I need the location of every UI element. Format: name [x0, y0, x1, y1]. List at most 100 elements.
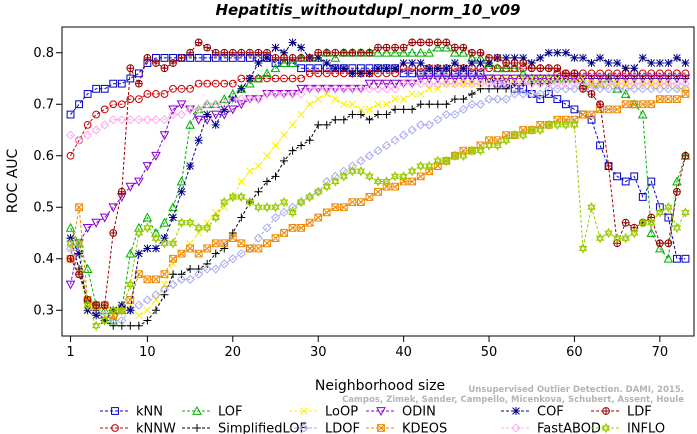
data-point-cof: [570, 53, 579, 62]
data-point-ldf: [314, 48, 323, 57]
data-point-loop: [493, 74, 502, 83]
data-point-ldf: [621, 218, 630, 227]
data-point-simplifiedlof: [442, 100, 451, 109]
data-point-loop: [527, 74, 536, 83]
data-point-lof: [219, 94, 230, 103]
data-point-inflo: [254, 202, 263, 213]
data-point-fastabod: [561, 79, 571, 89]
data-point-simplifiedlof: [143, 316, 152, 325]
data-point-odin: [193, 115, 204, 125]
data-point-loop: [408, 90, 416, 98]
data-point-simplifiedlof: [416, 100, 425, 109]
data-point-cof: [433, 64, 442, 73]
data-point-inflo: [339, 171, 349, 182]
x-tick-label: 60: [566, 345, 583, 360]
data-point-cof: [476, 59, 485, 68]
data-point-kdeos: [416, 172, 425, 181]
data-point-ldf: [459, 43, 468, 52]
data-point-ldf: [339, 48, 348, 57]
data-point-fastabod: [407, 79, 417, 89]
data-point-knnw: [280, 74, 288, 83]
data-point-ldof: [621, 84, 631, 94]
data-point-ldf: [510, 59, 519, 67]
data-point-ldof: [347, 161, 357, 171]
data-point-loop: [143, 306, 152, 315]
data-point-loop: [152, 296, 160, 304]
data-point-cof: [331, 64, 340, 73]
data-point-ldof: [595, 84, 605, 94]
data-point-odin: [108, 203, 119, 213]
data-point-fastabod: [134, 115, 144, 125]
data-point-cof: [237, 84, 246, 93]
data-point-kdeos: [211, 239, 220, 248]
legend-item-odin: ODIN: [366, 405, 436, 420]
data-point-knn: [314, 64, 323, 73]
data-point-knn: [621, 177, 630, 186]
data-point-inflo: [296, 196, 306, 208]
data-point-ldf: [408, 38, 417, 47]
data-point-lof: [441, 42, 452, 52]
data-point-kdeos: [297, 223, 306, 232]
data-point-ldf: [245, 48, 254, 57]
data-point-cof: [672, 53, 681, 62]
data-point-odin: [210, 110, 221, 120]
legend-marker-cof: [512, 407, 520, 415]
data-point-odin: [552, 74, 563, 84]
data-point-inflo: [518, 129, 528, 141]
data-point-knn: [450, 69, 459, 78]
data-point-odin: [168, 105, 178, 115]
data-point-fastabod: [475, 79, 486, 89]
data-point-fastabod: [680, 79, 691, 89]
data-point-cof: [604, 59, 613, 68]
y-tick-label: 0.3: [33, 303, 54, 318]
data-point-knnw: [305, 69, 314, 78]
data-point-knn: [194, 54, 203, 62]
data-point-simplifiedlof: [502, 84, 511, 93]
data-point-ldf: [109, 229, 118, 237]
data-point-fastabod: [646, 79, 656, 89]
data-point-knnw: [117, 100, 126, 109]
data-point-ldf: [194, 38, 203, 47]
data-point-inflo: [168, 238, 178, 249]
data-point-kdeos: [152, 275, 160, 284]
data-point-fastabod: [458, 79, 469, 89]
data-point-simplifiedlof: [408, 105, 417, 114]
data-point-lof: [330, 52, 341, 62]
data-point-kdeos: [280, 229, 288, 237]
data-point-ldf: [604, 162, 613, 170]
data-point-inflo: [279, 196, 289, 208]
data-point-inflo: [220, 196, 229, 208]
data-point-knnw: [177, 84, 186, 93]
data-point-fastabod: [330, 84, 340, 94]
data-point-inflo: [305, 191, 314, 203]
data-point-odin: [441, 74, 452, 84]
data-point-lof: [390, 47, 400, 57]
data-point-knnw: [237, 74, 246, 83]
y-tick-label: 0.7: [33, 97, 54, 112]
y-axis-label: ROC AUC: [5, 148, 21, 213]
x-axis: 1 10 20 30 40 50 60 70: [66, 336, 668, 360]
data-point-odin: [646, 74, 657, 84]
data-point-loop: [280, 131, 288, 139]
data-point-odin: [91, 218, 102, 228]
data-point-lof: [432, 42, 443, 52]
data-point-lof: [279, 57, 289, 67]
x-tick-label: 70: [652, 345, 669, 360]
data-point-kdeos: [647, 100, 656, 109]
series-knn: [66, 54, 690, 263]
data-point-knnw: [134, 95, 143, 103]
data-point-ldf: [271, 54, 280, 62]
data-point-fastabod: [484, 79, 494, 89]
data-point-ldf: [254, 48, 263, 57]
data-point-odin: [603, 74, 614, 84]
data-point-cof: [356, 69, 365, 78]
data-point-ldof: [638, 84, 648, 94]
data-point-loop: [434, 85, 442, 93]
data-point-kdeos: [143, 275, 152, 284]
data-point-knn: [399, 69, 408, 78]
data-point-cof: [186, 162, 195, 171]
data-point-ldof: [450, 109, 460, 120]
data-point-lof: [492, 63, 503, 73]
data-point-kdeos: [391, 182, 399, 191]
data-point-ldf: [527, 64, 536, 73]
